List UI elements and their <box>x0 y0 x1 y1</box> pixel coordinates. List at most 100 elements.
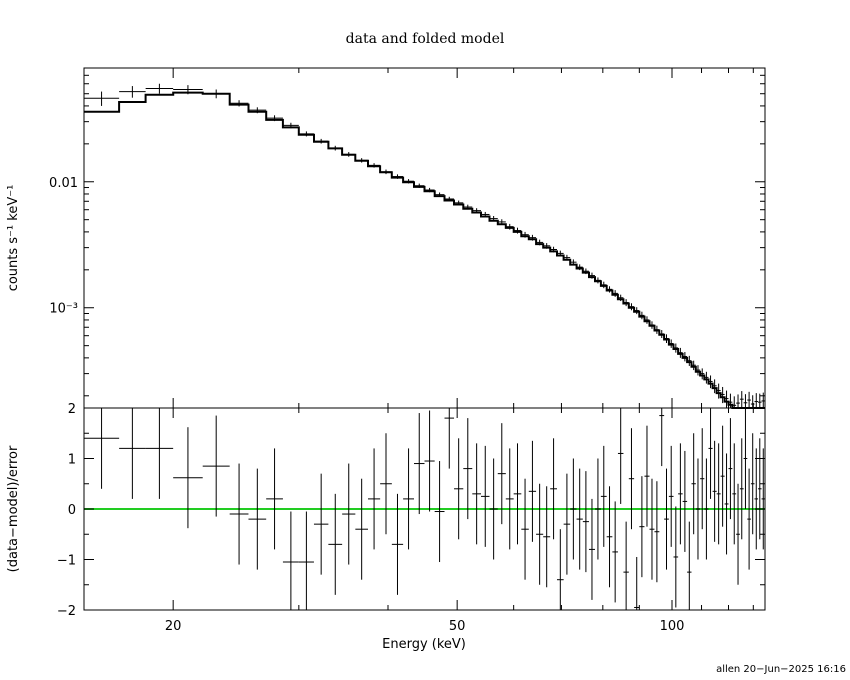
residual-point <box>623 521 629 610</box>
residual-point <box>687 521 692 610</box>
residual-point <box>355 478 368 580</box>
residual-point <box>649 478 655 580</box>
lower-plot-area <box>84 408 765 610</box>
residual-point <box>489 458 498 560</box>
residual-point <box>720 425 725 527</box>
residual-point <box>173 427 203 529</box>
residual-point <box>282 511 299 610</box>
residual-point <box>202 415 230 517</box>
residual-point <box>313 473 329 575</box>
x-axis-label: Energy (keV) <box>382 637 466 652</box>
data-point <box>754 393 759 408</box>
model-step-line <box>84 91 765 409</box>
data-point <box>739 391 744 408</box>
residual-point <box>691 433 696 535</box>
residual-point <box>472 443 482 545</box>
residual-point <box>673 506 679 608</box>
residual-point <box>145 408 174 499</box>
residual-point <box>750 433 755 535</box>
y-tick-label: 2 <box>68 402 76 417</box>
residual-point <box>700 428 705 530</box>
residual-point <box>724 453 729 555</box>
y-tick-label: 10⁻³ <box>49 302 78 317</box>
data-point <box>758 393 762 408</box>
residual-point <box>367 448 381 550</box>
residual-point <box>743 408 748 509</box>
x-tick-label: 100 <box>660 619 685 634</box>
data-point <box>145 83 174 94</box>
y-tick-label: 1 <box>68 453 76 468</box>
residual-point <box>248 468 267 570</box>
upper-ticks: 0.01 10⁻³ <box>49 67 765 408</box>
residual-point <box>424 410 435 512</box>
data-point <box>761 392 765 408</box>
x-tick-label: 20 <box>165 619 182 634</box>
residual-point <box>588 498 595 600</box>
upper-y-axis-label: counts s⁻¹ keV⁻¹ <box>6 185 21 292</box>
residual-point <box>754 448 759 550</box>
residual-point <box>704 458 709 560</box>
data-point <box>747 391 751 408</box>
residual-point <box>739 438 744 540</box>
residual-point <box>550 438 557 540</box>
residual-point <box>736 483 740 585</box>
x-tick-label: 50 <box>449 619 466 634</box>
residual-point <box>463 418 473 520</box>
residual-point <box>678 443 683 545</box>
residual-point <box>328 493 343 595</box>
residual-point <box>556 529 564 610</box>
chart-title: data and folded model <box>346 31 505 47</box>
residual-point <box>497 423 506 525</box>
upper-plot-area <box>84 83 765 409</box>
residual-point <box>606 486 613 588</box>
data-point <box>750 395 755 408</box>
residual-point <box>563 473 571 575</box>
residual-point <box>434 461 445 563</box>
lower-ticks: −2 −1 0 1 2 20 50 100 <box>57 402 765 634</box>
lower-panel: −2 −1 0 1 2 20 50 100 (data−model)/error Energy… <box>6 402 766 652</box>
upper-panel-frame <box>83 67 766 409</box>
data-point <box>736 394 740 408</box>
residual-point <box>716 443 721 545</box>
residual-point <box>644 425 650 527</box>
residual-point <box>634 556 640 610</box>
residual-point <box>695 458 701 560</box>
residual-point <box>266 448 283 550</box>
residual-point <box>528 440 537 542</box>
residual-point <box>628 428 635 530</box>
residual-point <box>84 408 120 489</box>
residual-point <box>659 408 665 467</box>
residual-point <box>481 445 490 547</box>
residual-point <box>594 458 601 560</box>
residual-point <box>639 476 645 578</box>
lower-y-axis-label: (data−model)/error <box>6 445 21 572</box>
residual-point <box>712 440 717 542</box>
residual-point <box>521 478 529 580</box>
residual-point <box>543 486 551 588</box>
residual-point <box>576 468 583 570</box>
residual-point <box>708 408 713 499</box>
upper-panel: 0.01 10⁻³ counts s⁻¹ keV⁻¹ <box>6 67 766 409</box>
residual-point <box>570 458 577 560</box>
residual-point <box>664 468 669 570</box>
residual-point <box>380 433 392 535</box>
residual-point <box>298 511 314 610</box>
residual-point <box>391 493 404 595</box>
residual-point <box>758 438 762 540</box>
y-tick-label: −2 <box>57 604 76 619</box>
data-point <box>743 394 748 408</box>
data-point <box>84 91 120 106</box>
y-tick-label: −1 <box>57 554 76 569</box>
residual-point <box>732 443 737 545</box>
residual-point <box>747 468 751 570</box>
residual-point <box>612 501 618 603</box>
residual-point <box>454 438 464 540</box>
footer-timestamp: allen 20−Jun−2025 16:16 <box>716 664 846 675</box>
residual-point <box>536 483 544 585</box>
residual-point <box>682 450 688 552</box>
residual-point <box>444 408 455 469</box>
residual-point <box>654 481 660 583</box>
residual-point <box>505 448 514 550</box>
y-tick-label: 0 <box>68 503 76 518</box>
